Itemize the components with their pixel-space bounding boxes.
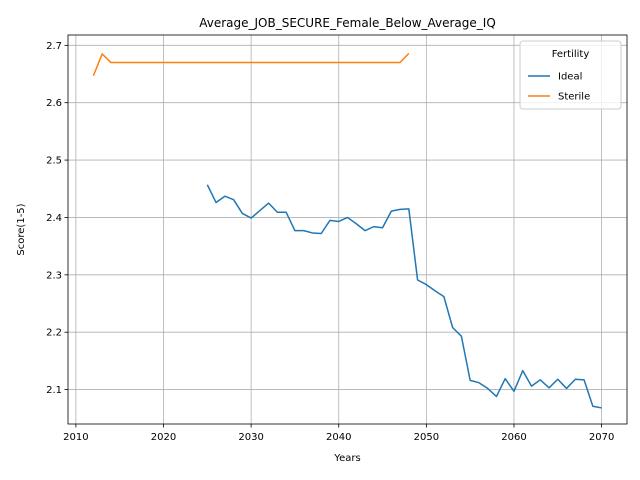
x-tick-label: 2060 — [501, 432, 526, 443]
x-tick-label: 2070 — [589, 432, 614, 443]
legend-title: Fertility — [552, 49, 590, 60]
y-tick-label: 2.4 — [46, 213, 62, 224]
x-axis-label: Years — [333, 453, 360, 464]
legend-label-sterile: Sterile — [558, 92, 590, 103]
x-tick-label: 2020 — [151, 432, 176, 443]
y-tick-label: 2.6 — [46, 98, 62, 109]
x-axis-ticks: 2010 2020 2030 2040 2050 2060 2070 — [63, 424, 614, 443]
y-tick-label: 2.2 — [46, 328, 62, 339]
y-tick-label: 2.1 — [46, 385, 62, 396]
plot-frame — [67, 34, 628, 425]
x-tick-label: 2040 — [326, 432, 351, 443]
x-tick-label: 2050 — [414, 432, 439, 443]
series-layer — [92, 52, 602, 409]
legend: Fertility Ideal Sterile — [519, 40, 622, 110]
y-tick-label: 2.3 — [46, 270, 62, 281]
y-tick-label: 2.5 — [46, 156, 62, 167]
x-tick-label: 2030 — [238, 432, 263, 443]
chart-title: Average_JOB_SECURE_Female_Below_Average_… — [199, 16, 496, 30]
y-axis-label: Score(1-5) — [16, 203, 27, 255]
y-tick-label: 2.7 — [46, 41, 62, 52]
series-line-sterile — [92, 52, 410, 77]
x-tick-label: 2010 — [63, 432, 88, 443]
series-line-ideal — [206, 184, 602, 409]
y-axis-ticks: 2.1 2.2 2.3 2.4 2.5 2.6 2.7 — [46, 41, 68, 396]
legend-box — [519, 40, 622, 110]
legend-label-ideal: Ideal — [558, 72, 582, 83]
